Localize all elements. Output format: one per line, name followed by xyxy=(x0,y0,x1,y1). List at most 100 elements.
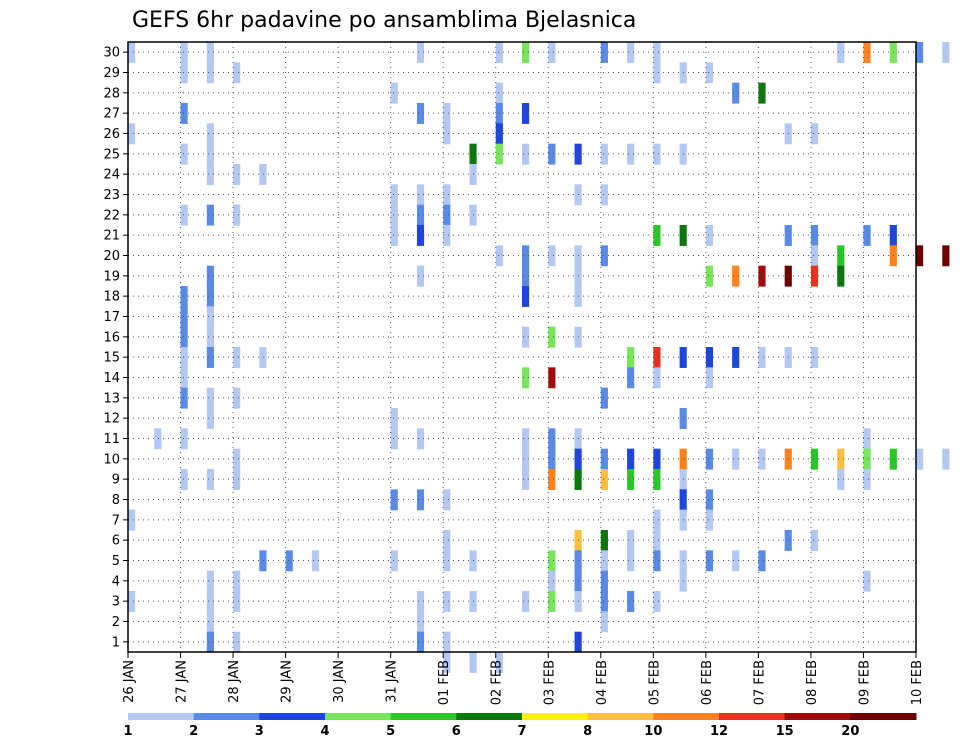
data-cell xyxy=(653,448,661,470)
y-tick-label: 22 xyxy=(103,208,120,223)
data-cell xyxy=(548,326,556,348)
data-cell xyxy=(548,367,556,389)
colorbar-label: 4 xyxy=(320,724,329,739)
chart-title: GEFS 6hr padavine po ansamblima Bjelasni… xyxy=(132,8,636,33)
data-cell xyxy=(653,367,661,389)
data-cell xyxy=(653,225,661,246)
colorbar-swatch xyxy=(128,713,195,720)
colorbar-swatch xyxy=(784,713,851,720)
y-tick-label: 3 xyxy=(112,595,120,610)
data-cell xyxy=(206,611,214,633)
colorbar-label: 12 xyxy=(710,724,728,739)
data-cell xyxy=(600,550,608,572)
data-cell xyxy=(863,225,871,246)
x-tick-label: 27 JAN xyxy=(175,660,190,703)
data-cell xyxy=(390,82,398,104)
data-cell xyxy=(206,164,214,185)
y-tick-label: 21 xyxy=(103,229,120,244)
data-cell xyxy=(180,367,188,389)
data-cell xyxy=(548,591,556,612)
data-cell xyxy=(627,367,635,389)
colorbar-swatch xyxy=(719,713,786,720)
data-cell xyxy=(522,448,530,470)
data-cell xyxy=(416,591,425,612)
data-cell xyxy=(416,611,425,633)
data-cell xyxy=(206,286,214,307)
data-cell xyxy=(233,164,241,185)
data-cell xyxy=(416,428,425,450)
y-tick-label: 12 xyxy=(103,412,120,427)
data-cell xyxy=(443,204,451,226)
data-cell xyxy=(180,62,188,84)
y-tick-label: 4 xyxy=(112,574,120,589)
data-cell xyxy=(653,550,661,572)
data-cell xyxy=(837,42,845,63)
colorbar-label: 6 xyxy=(452,724,461,739)
data-cell xyxy=(653,509,661,531)
data-cell xyxy=(863,469,871,490)
data-cell xyxy=(495,652,503,673)
data-cell xyxy=(180,103,188,124)
data-cell xyxy=(810,123,819,145)
data-cell xyxy=(837,469,845,490)
data-cell xyxy=(522,469,530,490)
data-cell xyxy=(233,469,241,490)
data-cell xyxy=(705,347,714,368)
data-cell xyxy=(443,550,451,572)
data-cell xyxy=(522,143,530,165)
y-tick-label: 15 xyxy=(103,351,120,366)
data-cell xyxy=(837,448,845,470)
data-cell xyxy=(758,347,766,368)
data-cell xyxy=(627,42,635,63)
y-tick-label: 1 xyxy=(112,635,120,650)
data-cell xyxy=(180,286,188,307)
data-cell xyxy=(627,550,635,572)
data-cell xyxy=(495,82,503,104)
data-cell xyxy=(705,550,714,572)
data-cell xyxy=(705,489,714,511)
plot-frame xyxy=(127,41,917,653)
colorbar-swatch xyxy=(193,713,260,720)
x-tick-label: 07 FEB xyxy=(752,660,767,705)
data-cell xyxy=(180,326,188,348)
data-cell xyxy=(206,62,214,84)
data-cell xyxy=(522,286,530,307)
y-tick-label: 7 xyxy=(112,513,120,528)
y-tick-label: 27 xyxy=(103,107,120,122)
data-cell xyxy=(627,448,635,470)
colorbar-label: 7 xyxy=(517,724,526,739)
data-cell xyxy=(206,570,214,592)
data-cell xyxy=(206,265,214,287)
colorbar-label: 20 xyxy=(841,724,859,739)
data-cell xyxy=(600,245,608,267)
data-cell xyxy=(128,42,136,63)
data-cell xyxy=(180,387,188,409)
data-cell xyxy=(810,265,819,287)
data-cell xyxy=(180,469,188,490)
data-cell xyxy=(180,347,188,368)
data-cell xyxy=(233,591,241,612)
y-tick-label: 6 xyxy=(112,534,120,549)
y-tick-label: 8 xyxy=(112,493,120,508)
y-axis: 1234567891011121314151617181920212223242… xyxy=(103,46,128,650)
data-cell xyxy=(522,591,530,612)
data-cell xyxy=(416,184,425,206)
data-cell xyxy=(732,550,740,572)
y-tick-label: 29 xyxy=(103,66,120,81)
data-cell xyxy=(653,143,661,165)
data-cell xyxy=(128,509,136,531)
data-cell xyxy=(627,347,635,368)
data-cell xyxy=(495,123,503,145)
data-cell xyxy=(206,204,214,226)
data-cell xyxy=(443,103,451,124)
data-cell xyxy=(390,225,398,246)
y-tick-label: 20 xyxy=(103,249,120,264)
colorbar-swatch xyxy=(522,713,589,720)
data-cell xyxy=(600,591,608,612)
data-cell xyxy=(469,652,477,673)
data-cell xyxy=(443,631,451,653)
data-cell xyxy=(863,448,871,470)
data-cell xyxy=(416,204,425,226)
data-cell xyxy=(206,123,214,145)
data-cell xyxy=(548,550,556,572)
